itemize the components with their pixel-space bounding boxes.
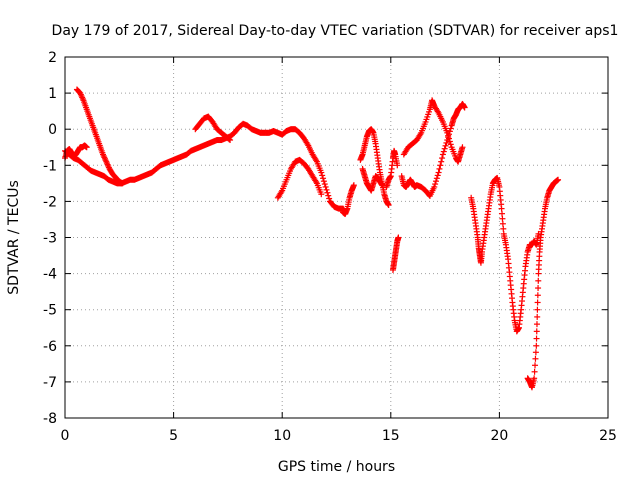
y-tick-label: -3 [43,231,57,247]
data-point [432,178,439,185]
y-tick-label: -8 [43,411,57,427]
data-point [227,137,234,144]
data-point [432,181,439,188]
data-point [535,277,542,284]
y-tick-label: -1 [43,158,57,174]
data-point [435,169,442,176]
data-point [534,299,541,306]
data-point [320,175,327,182]
grid-lines [65,57,608,418]
x-tick-label: 20 [490,428,508,444]
data-point [446,138,453,145]
y-tick-label: -5 [43,303,57,319]
data-point [436,165,443,172]
data-point [447,125,454,132]
data-point [533,335,540,342]
data-point [437,162,444,169]
data-point [500,225,507,232]
data-point [325,192,332,199]
data-point [535,285,542,292]
data-point [322,183,329,190]
y-tick-label: 2 [48,50,57,66]
data-point [83,144,90,151]
data-point [319,172,326,179]
data-point [394,162,401,169]
data-point [385,202,392,209]
data-point [533,321,540,328]
data-point [532,349,539,356]
data-point [499,220,506,227]
data-point [431,183,438,190]
data-point [321,181,328,188]
data-point [555,176,562,183]
data-point [441,145,448,152]
y-tick-label: -2 [43,194,57,210]
x-tick-label: 5 [169,428,178,444]
data-point [395,234,402,241]
x-tick-labels: 0 5 10 15 20 25 [61,428,617,444]
data-point [535,230,542,237]
y-tick-label: 0 [48,122,57,138]
x-tick-label: 0 [61,428,70,444]
data-point [444,129,451,136]
data-point [439,151,446,158]
data-point [531,375,538,382]
data-point [446,135,453,142]
y-tick-label: -6 [43,339,57,355]
y-tick-label: 1 [48,86,57,102]
data-point [434,172,441,179]
data-point [533,328,540,335]
data-point [498,205,505,212]
data-point [318,169,325,176]
y-axis-title: SDTVAR / TECUs [6,180,22,295]
data-point [443,139,450,146]
data-point [534,313,541,320]
data-point [433,175,440,182]
data-point [440,148,447,155]
x-tick-label: 15 [382,428,400,444]
data-point [459,144,466,151]
data-point [350,182,357,189]
data-point [226,136,233,143]
data-point [318,191,325,198]
chart-title: Day 179 of 2017, Sidereal Day-to-day VTE… [52,23,619,39]
data-point [324,189,331,196]
data-point [499,210,506,217]
data-point [531,368,538,375]
data-point [323,186,330,193]
x-axis-title: GPS time / hours [278,459,395,475]
data-point [532,362,539,369]
plot-frame [64,56,609,419]
data-point [326,195,333,202]
data-points [62,86,562,391]
data-point [534,306,541,313]
data-point [499,215,506,222]
data-point [439,155,446,162]
data-point [461,104,468,111]
x-tick-label: 25 [599,428,617,444]
data-point [533,342,540,349]
data-point [438,158,445,165]
data-point [447,141,454,148]
data-point [532,355,539,362]
axis-ticks [64,56,609,419]
y-tick-labels: -8 -7 -6 -5 -4 -3 -2 -1 0 1 2 [43,50,57,427]
y-tick-label: -4 [43,267,57,283]
y-tick-label: -7 [43,375,57,391]
data-point [534,292,541,299]
data-point [320,178,327,185]
data-point [442,142,449,149]
x-tick-label: 10 [273,428,291,444]
data-point [445,132,452,139]
